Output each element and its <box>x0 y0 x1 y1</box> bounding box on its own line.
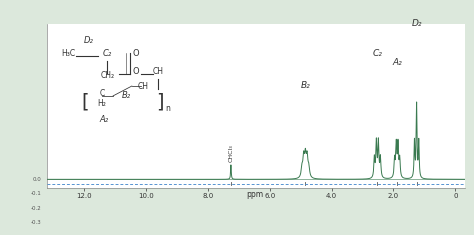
Text: D₂: D₂ <box>84 36 94 45</box>
Text: CH₂: CH₂ <box>100 71 115 80</box>
Text: A₂: A₂ <box>392 58 402 67</box>
Text: B₂: B₂ <box>301 81 310 90</box>
Text: CHCl₃: CHCl₃ <box>228 144 233 162</box>
Text: O: O <box>132 49 139 59</box>
Text: H₃C: H₃C <box>62 49 75 59</box>
Text: CH: CH <box>137 82 149 91</box>
Text: C: C <box>99 89 104 98</box>
Text: -0.2: -0.2 <box>31 206 42 211</box>
Text: H₂: H₂ <box>97 99 106 108</box>
Text: 0.0: 0.0 <box>33 177 42 182</box>
Text: D₂: D₂ <box>411 19 422 28</box>
Text: C₂: C₂ <box>373 49 383 58</box>
Text: n: n <box>165 104 170 113</box>
Text: A₂: A₂ <box>99 115 108 124</box>
Text: B₂: B₂ <box>122 90 131 100</box>
Text: -0.1: -0.1 <box>31 191 42 196</box>
Text: -0.3: -0.3 <box>31 220 42 225</box>
Text: ]: ] <box>156 93 164 112</box>
Text: CH: CH <box>153 67 164 77</box>
Text: [: [ <box>81 93 89 112</box>
Text: C₂: C₂ <box>103 49 112 59</box>
Text: ppm: ppm <box>246 190 263 199</box>
Text: O: O <box>132 67 139 77</box>
